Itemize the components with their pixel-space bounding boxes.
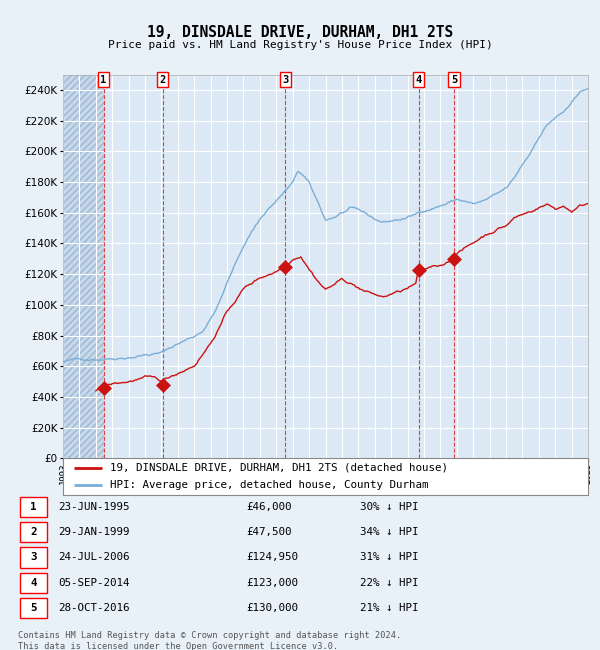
Text: 34% ↓ HPI: 34% ↓ HPI <box>360 527 419 537</box>
Text: 28-OCT-2016: 28-OCT-2016 <box>58 603 130 613</box>
Text: £124,950: £124,950 <box>246 552 298 562</box>
Text: This data is licensed under the Open Government Licence v3.0.: This data is licensed under the Open Gov… <box>18 642 338 650</box>
Text: HPI: Average price, detached house, County Durham: HPI: Average price, detached house, Coun… <box>110 480 429 490</box>
Text: 21% ↓ HPI: 21% ↓ HPI <box>360 603 419 613</box>
Text: 3: 3 <box>283 75 289 84</box>
FancyBboxPatch shape <box>20 497 47 517</box>
Bar <box>63 75 104 458</box>
Text: 22% ↓ HPI: 22% ↓ HPI <box>360 578 419 588</box>
Text: £123,000: £123,000 <box>246 578 298 588</box>
Text: 1: 1 <box>30 502 37 512</box>
Text: Price paid vs. HM Land Registry's House Price Index (HPI): Price paid vs. HM Land Registry's House … <box>107 40 493 50</box>
Text: 19, DINSDALE DRIVE, DURHAM, DH1 2TS: 19, DINSDALE DRIVE, DURHAM, DH1 2TS <box>147 25 453 40</box>
FancyBboxPatch shape <box>20 547 47 567</box>
Text: 30% ↓ HPI: 30% ↓ HPI <box>360 502 419 512</box>
FancyBboxPatch shape <box>20 598 47 618</box>
Text: 4: 4 <box>30 578 37 588</box>
Text: 2: 2 <box>30 527 37 537</box>
Text: 19, DINSDALE DRIVE, DURHAM, DH1 2TS (detached house): 19, DINSDALE DRIVE, DURHAM, DH1 2TS (det… <box>110 463 448 473</box>
Text: 05-SEP-2014: 05-SEP-2014 <box>58 578 130 588</box>
Text: 2: 2 <box>160 75 166 84</box>
Text: 1: 1 <box>100 75 107 84</box>
Text: 3: 3 <box>30 552 37 562</box>
Text: 5: 5 <box>451 75 457 84</box>
Text: Contains HM Land Registry data © Crown copyright and database right 2024.: Contains HM Land Registry data © Crown c… <box>18 630 401 640</box>
Bar <box>63 75 104 458</box>
FancyBboxPatch shape <box>20 522 47 542</box>
Text: 5: 5 <box>30 603 37 613</box>
Text: 24-JUL-2006: 24-JUL-2006 <box>58 552 130 562</box>
Text: 31% ↓ HPI: 31% ↓ HPI <box>360 552 419 562</box>
Text: 23-JUN-1995: 23-JUN-1995 <box>58 502 130 512</box>
FancyBboxPatch shape <box>20 573 47 593</box>
Text: £47,500: £47,500 <box>246 527 292 537</box>
Text: £130,000: £130,000 <box>246 603 298 613</box>
FancyBboxPatch shape <box>63 458 588 495</box>
Text: £46,000: £46,000 <box>246 502 292 512</box>
Text: 29-JAN-1999: 29-JAN-1999 <box>58 527 130 537</box>
Text: 4: 4 <box>415 75 422 84</box>
